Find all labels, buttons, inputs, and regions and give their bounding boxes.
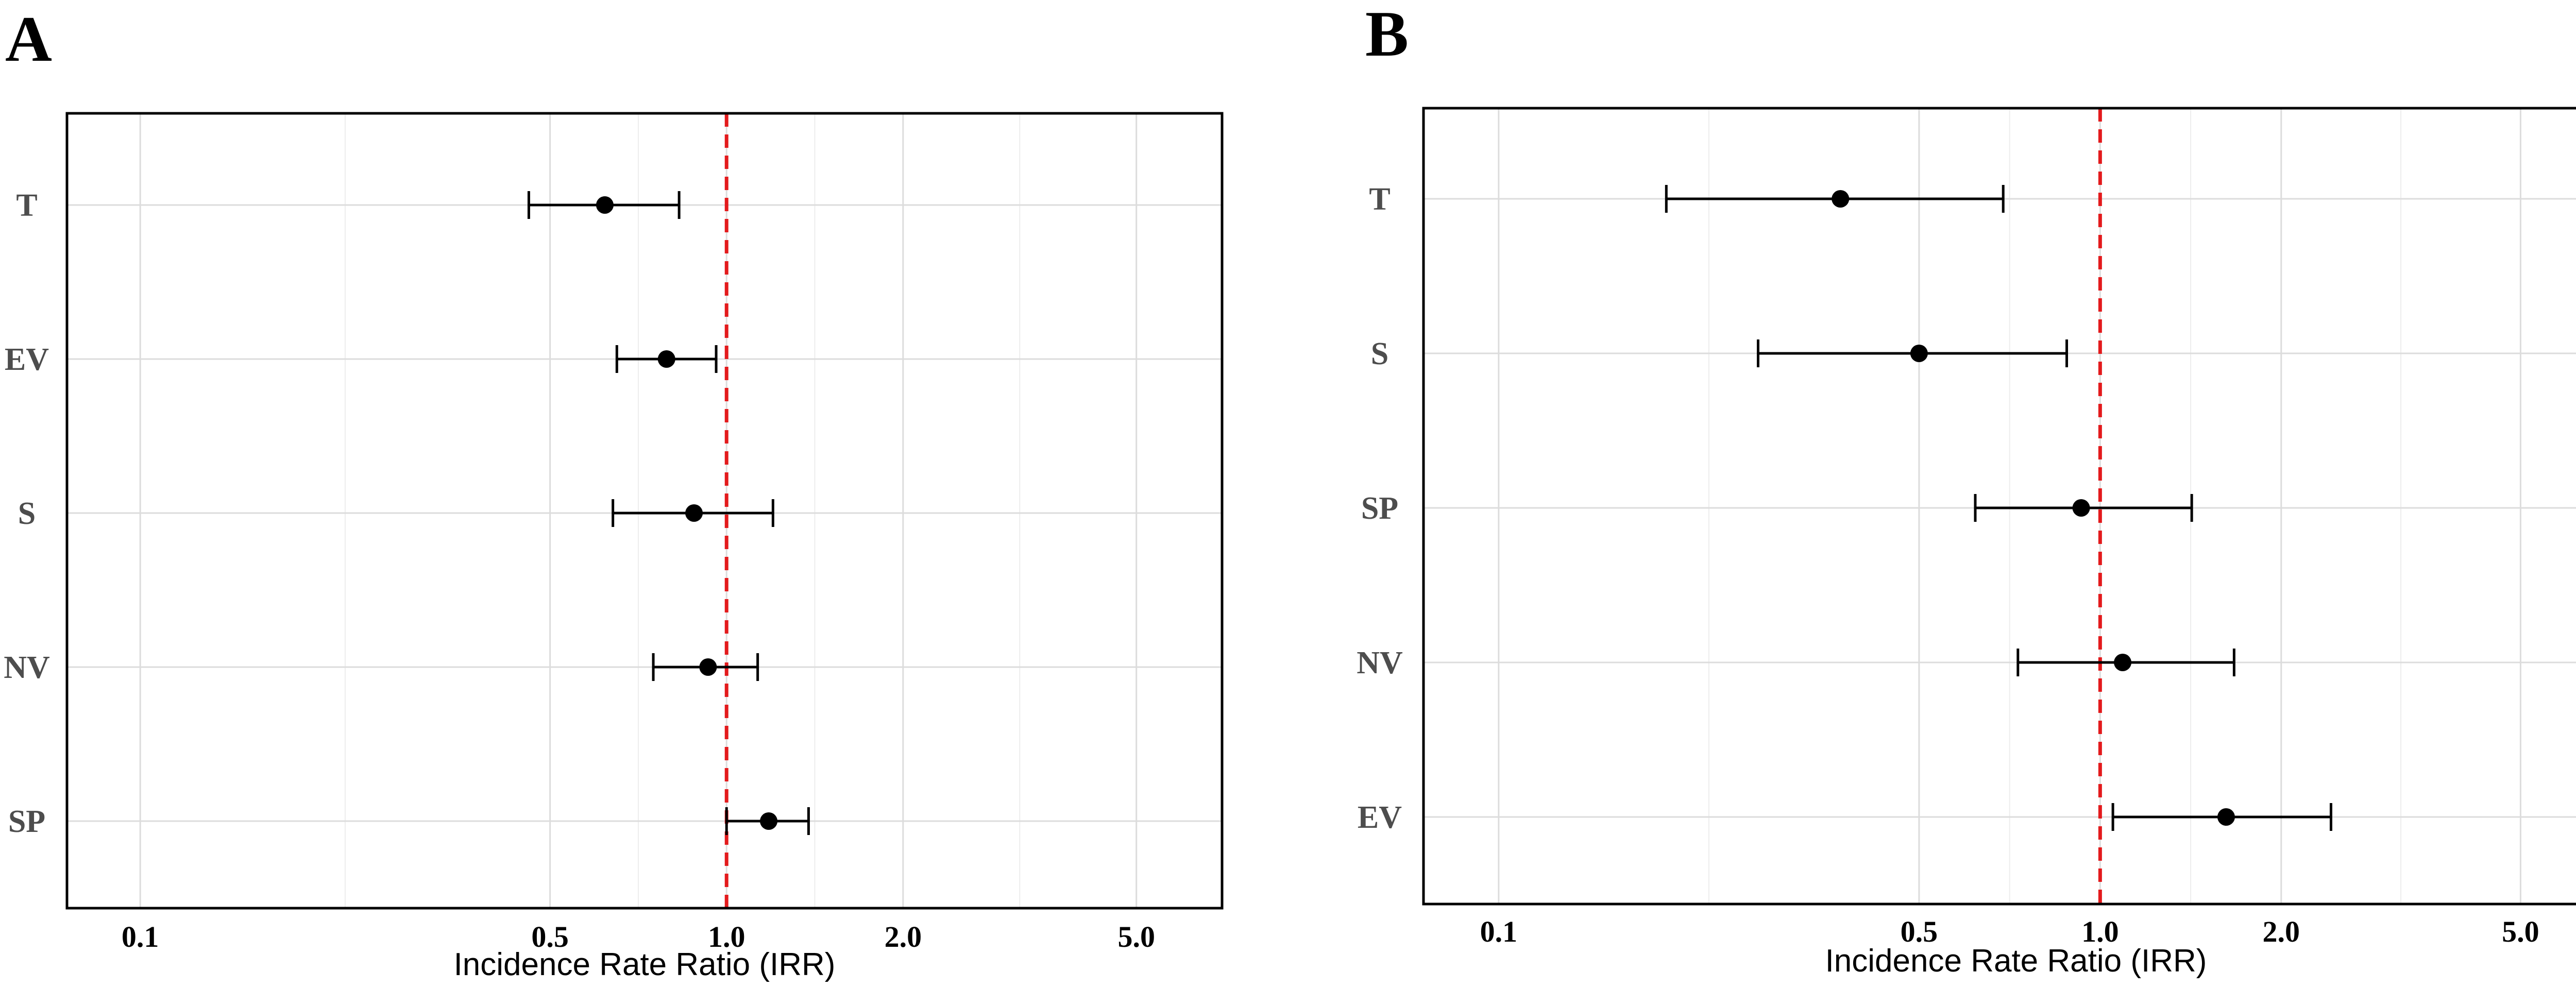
- x-tick-label: 1.0: [2081, 915, 2119, 948]
- x-tick-label: 0.5: [1901, 915, 1938, 948]
- x-tick-label: 5.0: [2502, 915, 2539, 948]
- category-label: T: [16, 188, 37, 223]
- point-estimate: [657, 350, 675, 368]
- chart-panel-b: B T S SP NV EV 0.1 0.5 1.0 2.0 5.0 Incidence Rate R…: [1357, 0, 2576, 979]
- point-estimate: [2114, 654, 2132, 671]
- x-tick-label: 2.0: [2263, 915, 2300, 948]
- category-label: NV: [1357, 645, 1403, 680]
- x-axis-title: Incidence Rate Ratio (IRR): [1825, 943, 2207, 979]
- chart-panel-a: A T EV S NV SP 0.1 0.5 1.0 2.0 5.0 Incidence Rate R…: [4, 4, 1224, 982]
- point-estimate: [596, 196, 614, 214]
- point-estimate: [699, 658, 717, 676]
- x-tick-label: 2.0: [885, 920, 922, 953]
- plot-frame: [65, 112, 1224, 910]
- point-estimate: [760, 812, 778, 830]
- category-label: EV: [5, 342, 49, 377]
- category-label: SP: [1361, 491, 1398, 526]
- category-label: NV: [4, 650, 50, 685]
- point-estimate: [2217, 808, 2235, 826]
- plot-frame: [1422, 107, 2576, 906]
- x-tick-label: 0.1: [1480, 915, 1518, 948]
- category-label: S: [18, 496, 36, 531]
- category-label: T: [1369, 182, 1390, 217]
- category-label: SP: [8, 804, 45, 839]
- point-estimate: [1832, 190, 1850, 208]
- category-label: EV: [1358, 800, 1402, 835]
- panel-letter: A: [5, 4, 52, 75]
- x-tick-label: 0.5: [531, 920, 569, 953]
- x-tick-label: 0.1: [122, 920, 159, 953]
- point-estimate: [685, 504, 703, 522]
- category-label: S: [1371, 336, 1388, 371]
- point-estimate: [2072, 499, 2090, 517]
- point-estimate: [1910, 345, 1928, 362]
- x-tick-label: 1.0: [708, 920, 745, 953]
- panel-letter: B: [1365, 0, 1409, 70]
- x-axis-title: Incidence Rate Ratio (IRR): [454, 947, 836, 982]
- x-tick-label: 5.0: [1117, 920, 1155, 953]
